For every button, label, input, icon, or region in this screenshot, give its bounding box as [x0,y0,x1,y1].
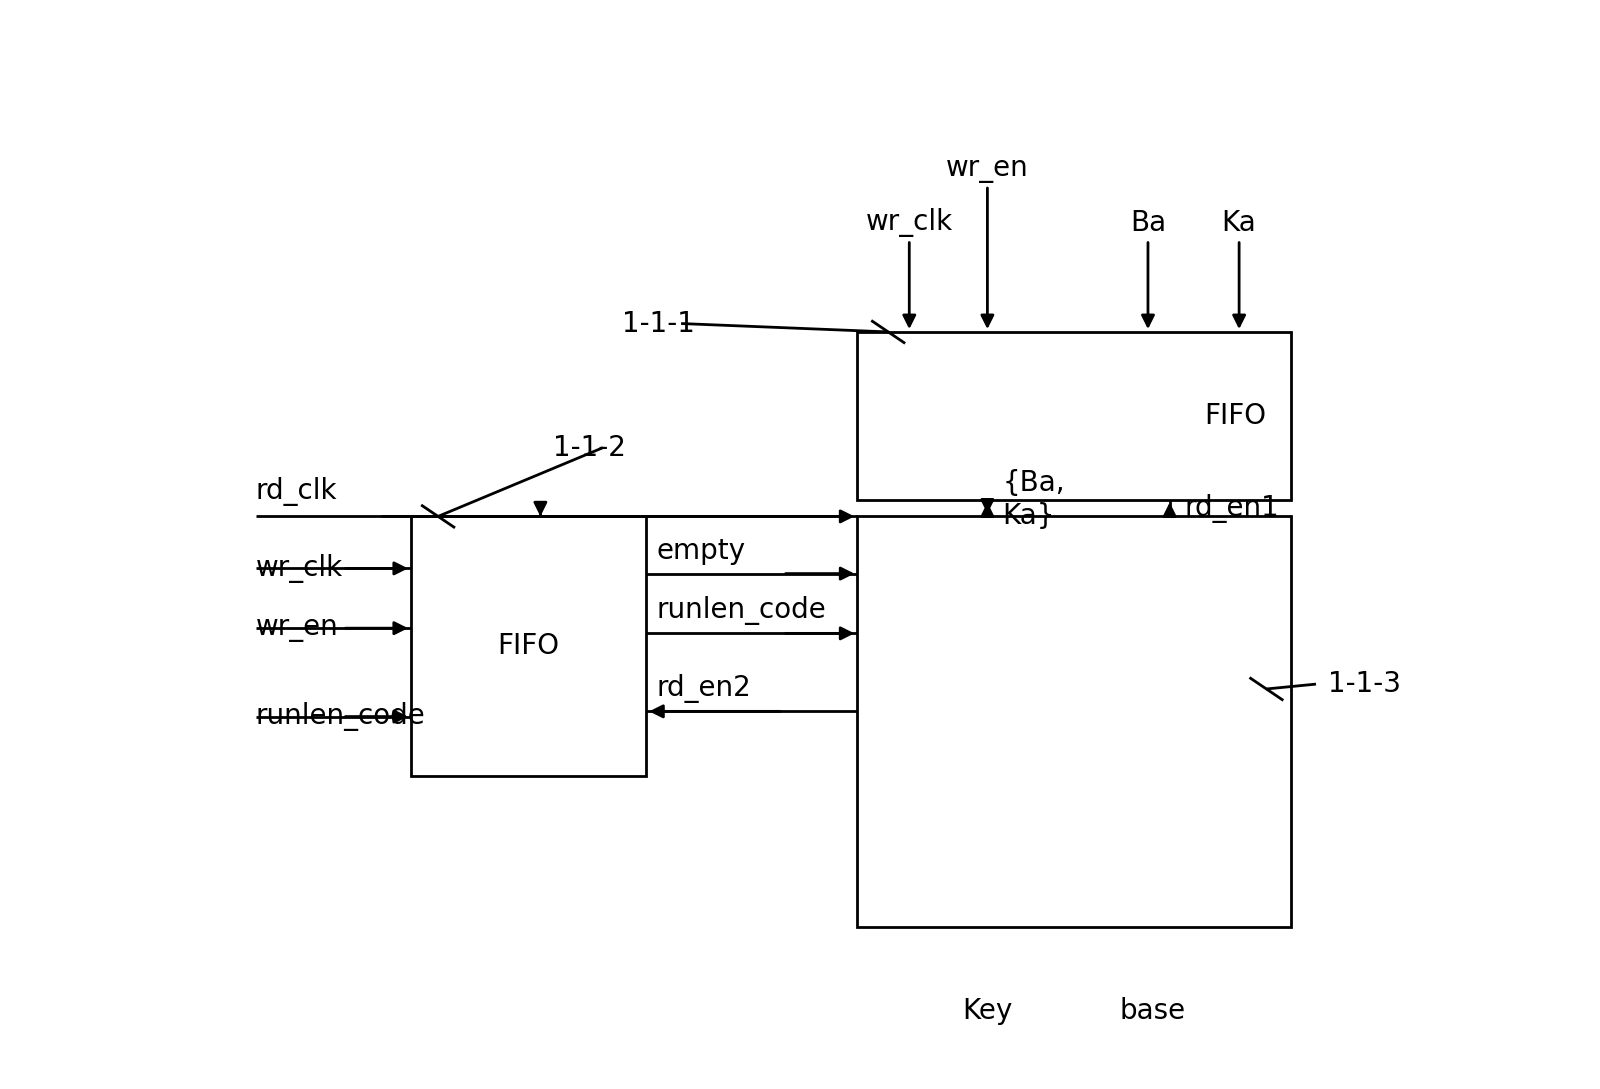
Text: 1-1-1: 1-1-1 [621,309,694,338]
Text: 1-1-2: 1-1-2 [554,433,626,462]
Text: FIFO: FIFO [498,633,560,660]
Text: Ka: Ka [1222,209,1256,237]
Text: empty: empty [656,537,746,565]
Text: rd_en1: rd_en1 [1184,493,1280,523]
Text: wr_en: wr_en [256,614,339,643]
Text: base: base [1120,996,1186,1025]
Text: {Ba,
Ka}: {Ba, Ka} [1002,469,1066,530]
Text: Key: Key [962,996,1013,1025]
Text: rd_en2: rd_en2 [656,674,750,703]
Text: runlen_code: runlen_code [656,596,826,625]
Bar [411,516,646,776]
Text: Ba: Ba [1130,209,1166,237]
Text: wr_en: wr_en [946,155,1029,183]
Bar [858,516,1291,928]
Text: FIFO: FIFO [1205,402,1267,430]
Text: rd_clk: rd_clk [256,477,338,506]
Text: wr_clk: wr_clk [256,554,342,583]
Text: runlen_code: runlen_code [256,702,426,731]
Text: 1-1-3: 1-1-3 [1328,670,1402,698]
Text: wr_clk: wr_clk [866,208,954,237]
Bar [858,332,1291,500]
